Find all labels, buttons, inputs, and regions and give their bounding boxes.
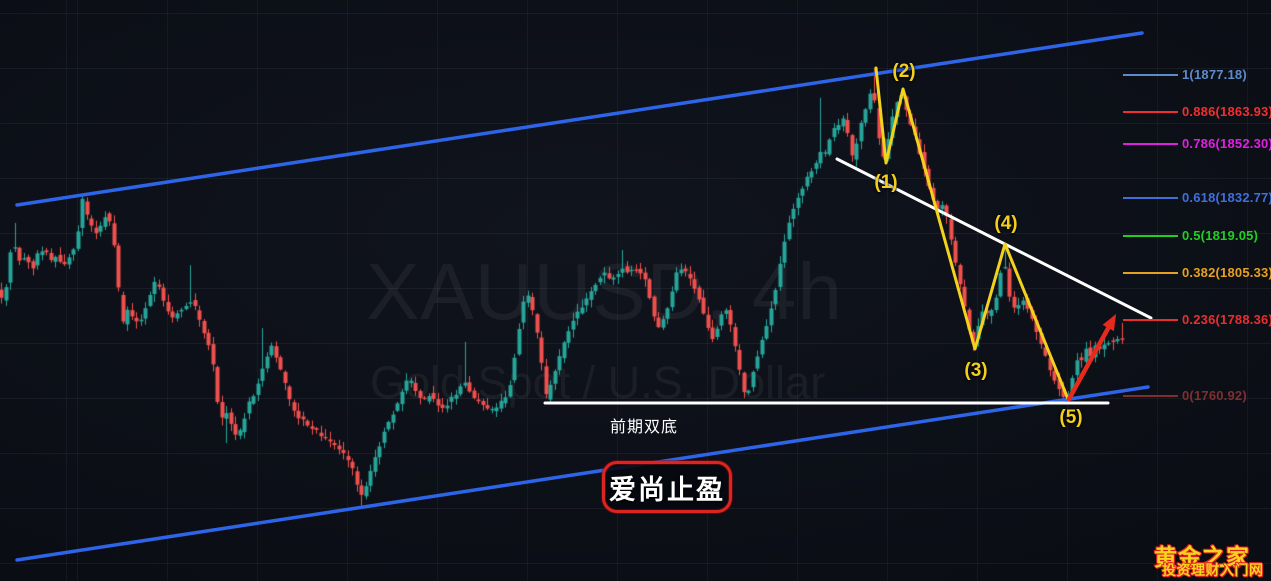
fib-level-label: 1(1877.18) xyxy=(1182,67,1247,82)
site-watermark-title: 黄金之家 xyxy=(1154,544,1250,570)
double-bottom-text-label[interactable]: 前期双底 xyxy=(610,419,679,436)
elliott-wave-label-2[interactable]: (2) xyxy=(892,61,916,82)
fib-level-label: 0.886(1863.93) xyxy=(1182,103,1271,119)
take-profit-badge[interactable]: 爱尚止盈 xyxy=(602,461,732,513)
fib-level-line xyxy=(1123,196,1178,199)
fib-level-label: 0.5(1819.05) xyxy=(1182,227,1259,243)
downtrend-resistance-line[interactable] xyxy=(835,157,1153,320)
site-watermark-subtitle: 投资理财入门网 xyxy=(1162,562,1264,578)
elliott-wave-zigzag-line[interactable] xyxy=(874,66,1070,401)
elliott-wave-label-4[interactable]: (4) xyxy=(994,213,1018,234)
fib-level-line xyxy=(1123,142,1178,145)
elliott-wave-label-3[interactable]: (3) xyxy=(964,360,988,381)
fib-level-line xyxy=(1123,234,1178,237)
fib-level-line xyxy=(1123,319,1178,322)
lower-channel-trendline[interactable] xyxy=(15,385,1150,562)
fib-level-line xyxy=(1123,74,1178,76)
fib-level-line xyxy=(1123,110,1178,113)
fib-level-line xyxy=(1123,272,1178,275)
fib-level-label: 0(1760.92) xyxy=(1182,388,1247,403)
buy-direction-arrow[interactable] xyxy=(1066,322,1113,402)
take-profit-badge-label: 爱尚止盈 xyxy=(609,474,725,505)
fib-level-label: 0.236(1788.36) xyxy=(1182,312,1271,328)
fib-level-line xyxy=(1123,395,1178,397)
fib-level-label: 0.786(1852.30) xyxy=(1182,135,1271,151)
fib-level-label: 0.618(1832.77) xyxy=(1182,189,1271,205)
upper-channel-trendline[interactable] xyxy=(15,31,1144,207)
fib-level-label: 0.382(1805.33) xyxy=(1182,265,1271,281)
buy-arrow-head-icon xyxy=(1102,314,1116,332)
elliott-wave-label-1[interactable]: (1) xyxy=(874,172,898,193)
elliott-wave-label-5[interactable]: (5) xyxy=(1059,407,1083,428)
